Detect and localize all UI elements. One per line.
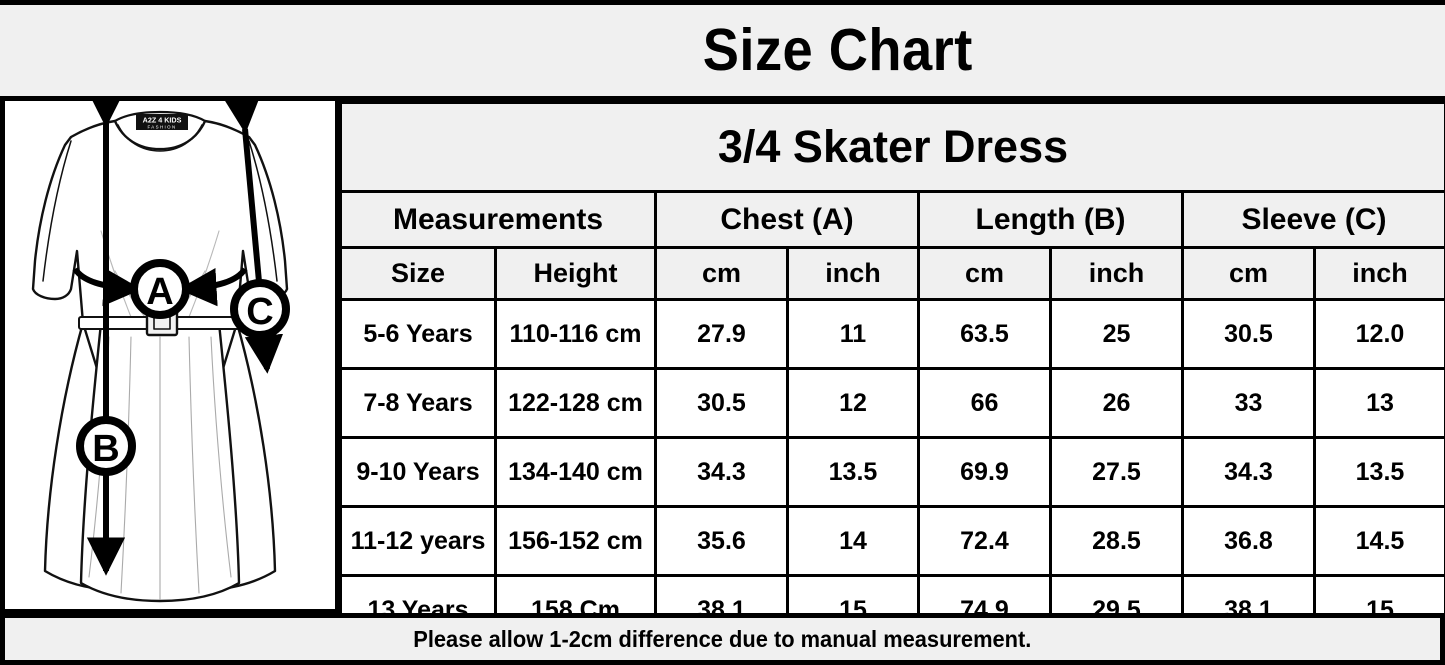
sub-header-sleeve-cm: cm: [1181, 246, 1316, 301]
table-row: 9-10 Years 134-140 cm 34.3 13.5 69.9 27.…: [339, 436, 1445, 508]
cell-length-cm: 69.9: [917, 436, 1052, 508]
cell-chest-inch: 13.5: [786, 436, 920, 508]
cell-size: 5-6 Years: [339, 298, 497, 370]
cell-length-inch: 28.5: [1049, 505, 1184, 577]
sub-header-chest-inch: inch: [786, 246, 920, 301]
brand-neck-label: A2Z 4 KIDS FASHION: [136, 114, 188, 130]
cell-length-inch: 26: [1049, 367, 1184, 439]
cell-sleeve-inch: 14.5: [1313, 505, 1445, 577]
cell-length-cm: 63.5: [917, 298, 1052, 370]
cell-height: 156-152 cm: [494, 505, 657, 577]
marker-badge-c: C: [230, 279, 290, 339]
sub-header-height: Height: [494, 246, 657, 301]
cell-length-cm: 72.4: [917, 505, 1052, 577]
table-row: 5-6 Years 110-116 cm 27.9 11 63.5 25 30.…: [339, 298, 1445, 370]
cell-sleeve-cm: 34.3: [1181, 436, 1316, 508]
cell-chest-cm: 30.5: [654, 367, 789, 439]
cell-size: 7-8 Years: [339, 367, 497, 439]
left-sleeve-seam: [42, 140, 72, 282]
page-title: Size Chart: [702, 17, 973, 83]
footer-note: Please allow 1-2cm difference due to man…: [413, 625, 1032, 652]
dress-illustration-panel: A2Z 4 KIDS FASHION: [0, 101, 339, 613]
left-cuff: [32, 288, 72, 300]
cell-sleeve-inch: 13.5: [1313, 436, 1445, 508]
group-header-measurements: Measurements: [339, 190, 657, 249]
cell-sleeve-cm: 33: [1181, 367, 1316, 439]
cell-height: 110-116 cm: [494, 298, 657, 370]
product-title-row: 3/4 Skater Dress: [339, 101, 1445, 193]
sub-header-sleeve-inch: inch: [1313, 246, 1445, 301]
size-table: 3/4 Skater Dress Measurements Chest (A) …: [339, 101, 1445, 647]
neckline-inner: [117, 124, 203, 152]
product-title: 3/4 Skater Dress: [339, 101, 1445, 193]
cell-chest-inch: 12: [786, 367, 920, 439]
brand-label-line1: A2Z 4 KIDS: [143, 116, 182, 125]
cell-chest-inch: 11: [786, 298, 920, 370]
marker-badge-a: A: [130, 259, 190, 319]
sub-header-row: Size Height cm inch cm inch cm inch: [339, 246, 1445, 301]
cell-size: 11-12 years: [339, 505, 497, 577]
cell-chest-cm: 35.6: [654, 505, 789, 577]
cell-size: 9-10 Years: [339, 436, 497, 508]
table-row: 7-8 Years 122-128 cm 30.5 12 66 26 33 13: [339, 367, 1445, 439]
cell-sleeve-cm: 30.5: [1181, 298, 1316, 370]
size-table-wrapper: 3/4 Skater Dress Measurements Chest (A) …: [339, 101, 1445, 647]
cell-length-inch: 25: [1049, 298, 1184, 370]
cell-chest-cm: 27.9: [654, 298, 789, 370]
cell-height: 122-128 cm: [494, 367, 657, 439]
cell-chest-inch: 14: [786, 505, 920, 577]
group-header-chest: Chest (A): [654, 190, 920, 249]
group-header-length: Length (B): [917, 190, 1184, 249]
cell-sleeve-cm: 36.8: [1181, 505, 1316, 577]
footer-note-band: Please allow 1-2cm difference due to man…: [0, 613, 1445, 665]
sub-header-length-cm: cm: [917, 246, 1052, 301]
chart-title-band: Size Chart: [0, 0, 1445, 101]
cell-length-cm: 66: [917, 367, 1052, 439]
group-header-row: Measurements Chest (A) Length (B) Sleeve…: [339, 190, 1445, 249]
marker-a-letter: A: [146, 271, 173, 313]
dress-diagram: A2Z 4 KIDS FASHION: [31, 101, 290, 603]
cell-sleeve-inch: 12.0: [1313, 298, 1445, 370]
marker-c-letter: C: [246, 291, 273, 333]
sub-header-chest-cm: cm: [654, 246, 789, 301]
sub-header-size: Size: [339, 246, 497, 301]
group-header-sleeve: Sleeve (C): [1181, 190, 1445, 249]
cell-chest-cm: 34.3: [654, 436, 789, 508]
cell-sleeve-inch: 13: [1313, 367, 1445, 439]
marker-badge-b: B: [76, 416, 136, 476]
sub-header-length-inch: inch: [1049, 246, 1184, 301]
brand-label-line2: FASHION: [147, 125, 176, 130]
cell-height: 134-140 cm: [494, 436, 657, 508]
cell-length-inch: 27.5: [1049, 436, 1184, 508]
marker-b-letter: B: [92, 428, 119, 470]
table-row: 11-12 years 156-152 cm 35.6 14 72.4 28.5…: [339, 505, 1445, 577]
